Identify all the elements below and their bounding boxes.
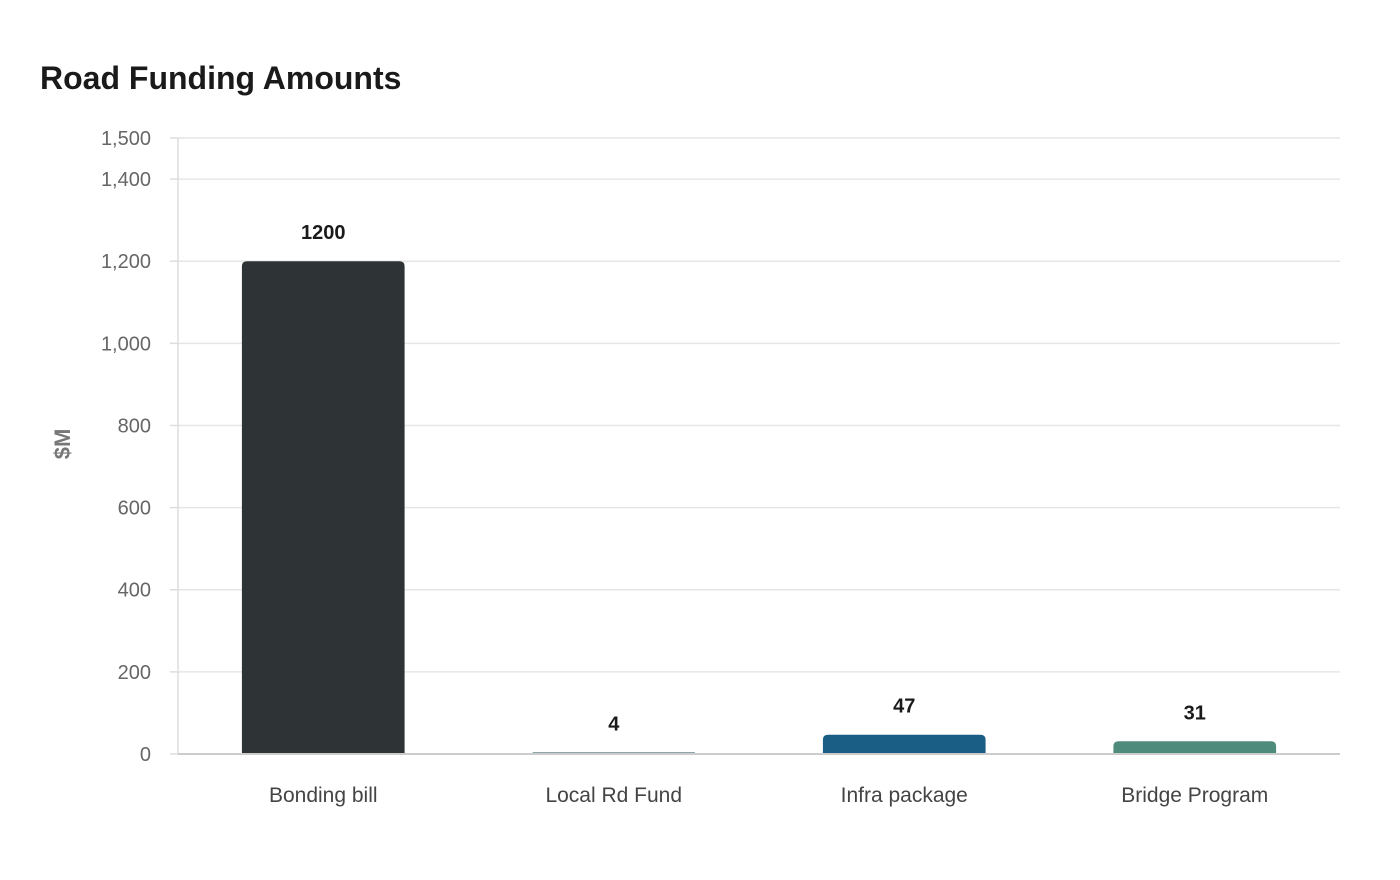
bar xyxy=(241,261,405,754)
bar-value-label: 1200 xyxy=(301,222,346,244)
chart-title: Road Funding Amounts xyxy=(40,60,402,96)
y-tick-label: 1,500 xyxy=(101,128,151,150)
value-labels: 1200 4 47 31 xyxy=(301,222,1206,735)
y-tick-label: 0 xyxy=(140,744,151,766)
x-tick-label: Bonding bill xyxy=(269,784,378,807)
y-tick-label: 800 xyxy=(118,415,151,437)
x-tick-label: Bridge Program xyxy=(1121,784,1268,807)
y-tick-label: 1,200 xyxy=(101,251,151,273)
bar xyxy=(1113,741,1277,754)
x-axis-ticks: Bonding bill Local Rd Fund Infra package Br… xyxy=(269,784,1268,807)
y-axis-title: $M xyxy=(50,429,75,460)
bar-value-label: 31 xyxy=(1184,702,1206,724)
bar-value-label: 4 xyxy=(608,713,620,735)
x-tick-label: Local Rd Fund xyxy=(545,784,682,807)
x-tick-label: Infra package xyxy=(841,784,968,807)
bar-value-label: 47 xyxy=(893,696,915,718)
y-axis-ticks: 0 200 400 600 800 1,000 1,200 1,400 1,500 xyxy=(101,128,178,766)
y-tick-label: 400 xyxy=(118,580,151,602)
bar xyxy=(822,734,986,754)
y-tick-label: 1,400 xyxy=(101,169,151,191)
y-tick-label: 200 xyxy=(118,662,151,684)
y-tick-label: 600 xyxy=(118,498,151,520)
y-tick-label: 1,000 xyxy=(101,333,151,355)
